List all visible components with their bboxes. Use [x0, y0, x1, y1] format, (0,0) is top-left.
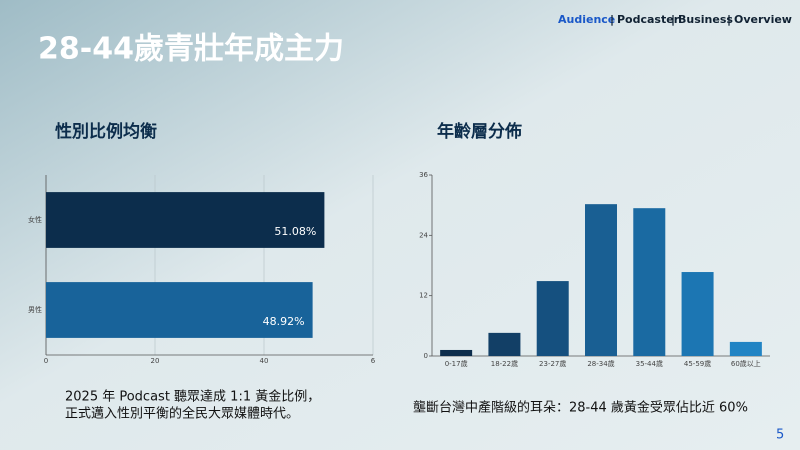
x-tick-label: 35-44歲	[636, 359, 663, 368]
bar	[536, 281, 569, 356]
nav: Audience | Podcaster | Business | Overvi…	[558, 13, 792, 26]
bar	[440, 349, 473, 356]
x-tick-label: 23-27歲	[539, 359, 566, 368]
bar	[46, 192, 325, 248]
x-tick-label: 18-22歲	[491, 359, 518, 368]
x-tick-label: 6	[371, 357, 376, 365]
x-tick-label: 45-59歲	[684, 359, 711, 368]
x-tick-label: 28-34歲	[587, 359, 614, 368]
nav-item[interactable]: Audience	[558, 13, 615, 26]
slide-title: 28-44歲青壯年成主力	[38, 32, 344, 67]
y-tick-label: 0	[424, 352, 428, 360]
y-tick-label: 女性	[28, 215, 42, 224]
nav-separator: |	[671, 13, 675, 26]
x-tick-label: 0	[44, 357, 48, 365]
data-label: 51.08%	[274, 225, 316, 238]
bar	[46, 282, 313, 338]
y-tick-label: 12	[419, 292, 428, 300]
caption: 2025 年 Podcast 聽眾達成 1:1 黃金比例，	[65, 389, 320, 405]
caption: 壟斷台灣中產階級的耳朵：28-44 歲黃金受眾佔比近 60%	[413, 400, 748, 416]
y-tick-label: 24	[419, 231, 428, 239]
bar	[681, 272, 714, 356]
bar	[729, 341, 762, 356]
chart-title: 年齡層分佈	[437, 121, 522, 142]
x-tick-label: 40	[260, 357, 269, 365]
nav-item[interactable]: Business	[678, 13, 733, 26]
x-tick-label: 60歲以上	[731, 359, 761, 368]
nav-item[interactable]: Podcaster	[617, 13, 680, 26]
bar	[585, 204, 617, 356]
x-tick-label: 0-17歲	[445, 359, 468, 368]
nav-item[interactable]: Overview	[734, 13, 792, 26]
chart-title: 性別比例均衡	[55, 121, 157, 142]
y-tick-label: 男性	[28, 305, 42, 314]
bar	[633, 208, 666, 356]
caption: 正式邁入性別平衡的全民大眾媒體時代。	[65, 406, 299, 422]
y-tick-label: 36	[419, 171, 428, 179]
data-label: 48.92%	[263, 315, 305, 328]
nav-separator: |	[610, 13, 614, 26]
x-tick-label: 20	[151, 357, 160, 365]
page-number: 5	[776, 428, 784, 443]
nav-separator: |	[727, 13, 731, 26]
bar	[488, 332, 521, 356]
